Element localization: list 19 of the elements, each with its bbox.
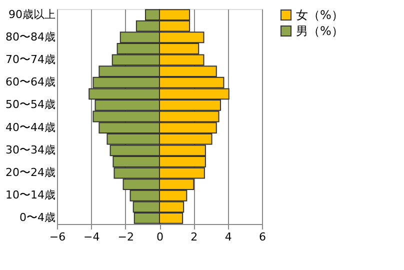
- y-tick-label: 40〜44歳: [6, 120, 56, 134]
- y-tick-label: 10〜14歳: [6, 188, 56, 202]
- y-tick-label: 20〜24歳: [6, 166, 56, 180]
- legend-label: 男（%）: [296, 24, 344, 38]
- y-tick-label: 0〜4歳: [20, 211, 56, 224]
- y-tick-label: 80〜84歳: [6, 30, 56, 44]
- x-tick-label: 0: [156, 230, 164, 244]
- y-tick-label: 70〜74歳: [6, 52, 56, 66]
- x-tick-label: −2: [118, 230, 134, 244]
- x-tick-label: 2: [190, 230, 198, 244]
- legend-label: 女（%）: [296, 8, 344, 22]
- y-tick-label: 50〜54歳: [6, 98, 56, 112]
- y-tick-label: 90歳以上: [8, 8, 56, 21]
- y-tick-label: 30〜34歳: [6, 143, 56, 156]
- x-tick-label: −4: [84, 230, 100, 244]
- y-tick-label: 60〜64歳: [6, 76, 56, 89]
- x-tick-label: 6: [259, 230, 266, 244]
- x-tick-label: −6: [49, 230, 66, 244]
- x-tick-label: 4: [224, 230, 232, 244]
